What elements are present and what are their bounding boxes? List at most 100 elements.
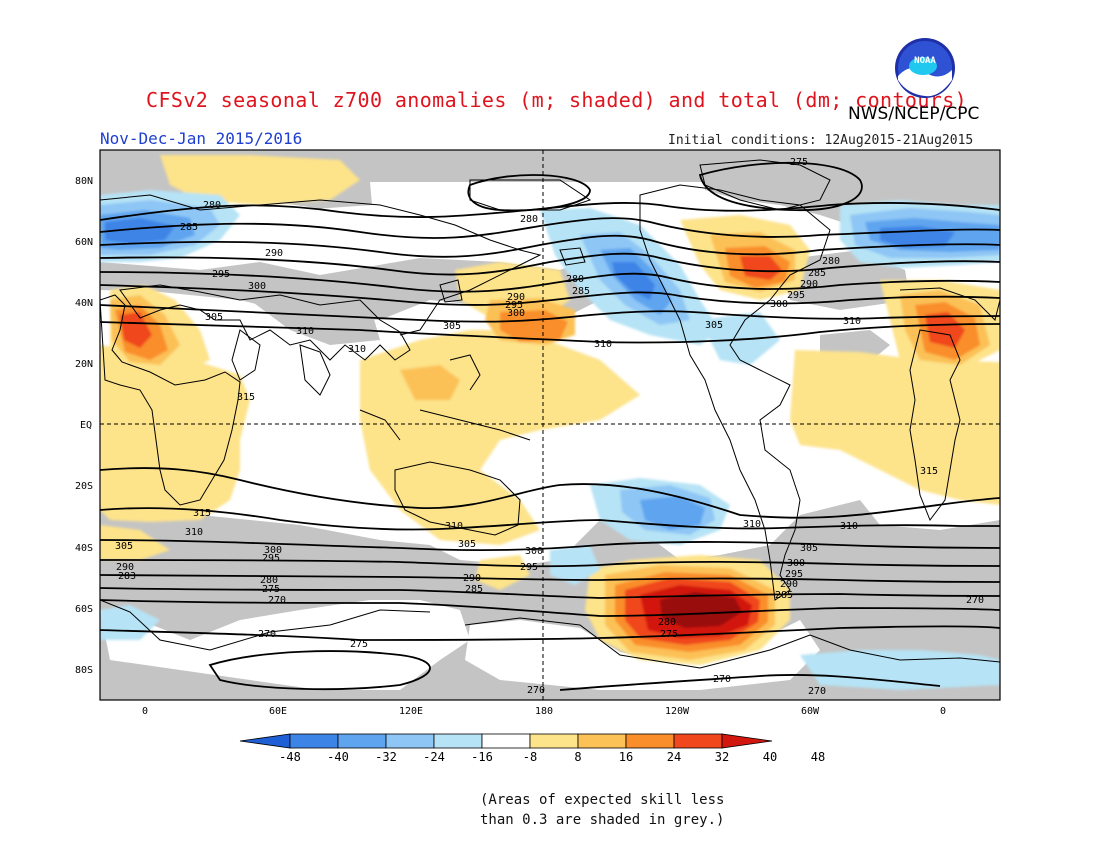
colorbar-tick-label: 40 xyxy=(763,750,777,764)
colorbar-tick-label: -32 xyxy=(375,750,397,764)
agency-label: NWS/NCEP/CPC xyxy=(848,104,980,124)
colorbar-swatch xyxy=(289,733,339,749)
lon-label: 0 xyxy=(940,706,946,717)
colorbar-tick-label: -24 xyxy=(423,750,445,764)
svg-text:305: 305 xyxy=(458,539,476,550)
svg-text:NOAA: NOAA xyxy=(914,56,936,66)
svg-text:310: 310 xyxy=(843,316,861,327)
svg-text:270: 270 xyxy=(808,686,826,697)
svg-text:290: 290 xyxy=(800,279,818,290)
colorbar-tick-label: -16 xyxy=(471,750,493,764)
map-frame xyxy=(99,149,1001,701)
lon-label: 60W xyxy=(801,706,820,717)
lon-label: 180 xyxy=(535,706,553,717)
svg-text:270: 270 xyxy=(268,595,286,606)
noaa-logo-icon: NOAA xyxy=(895,38,955,98)
svg-text:295: 295 xyxy=(785,569,803,580)
colorbar-arrow-right xyxy=(721,733,773,749)
svg-text:270: 270 xyxy=(258,629,276,640)
colorbar-legend: -48 -40 -32 -24 -16 -8 8 16 24 32 40 48 xyxy=(239,733,825,764)
svg-text:305: 305 xyxy=(443,321,461,332)
svg-text:310: 310 xyxy=(185,527,203,538)
svg-text:310: 310 xyxy=(743,519,761,530)
svg-text:270: 270 xyxy=(966,595,984,606)
lon-label: 60E xyxy=(269,706,287,717)
svg-text:280: 280 xyxy=(658,617,676,628)
svg-text:285: 285 xyxy=(775,590,793,601)
svg-text:285: 285 xyxy=(465,584,483,595)
colorbar-swatch xyxy=(625,733,675,749)
svg-text:315: 315 xyxy=(920,466,938,477)
svg-text:285: 285 xyxy=(808,268,826,279)
svg-text:283: 283 xyxy=(118,571,136,582)
colorbar-tick-label: 32 xyxy=(715,750,729,764)
lon-axis-labels: 0 60E 120E 180 120W 60W 0 xyxy=(142,706,946,717)
svg-text:295: 295 xyxy=(262,553,280,564)
svg-text:300: 300 xyxy=(525,546,543,557)
svg-text:305: 305 xyxy=(205,312,223,323)
colorbar-tick-label: 24 xyxy=(667,750,681,764)
svg-text:310: 310 xyxy=(594,339,612,350)
lat-label: EQ xyxy=(80,420,92,431)
season-label: Nov-Dec-Jan 2015/2016 xyxy=(100,129,303,148)
svg-text:305: 305 xyxy=(705,320,723,331)
svg-text:275: 275 xyxy=(790,157,808,168)
svg-text:295: 295 xyxy=(520,562,538,573)
svg-text:300: 300 xyxy=(248,281,266,292)
lat-label: 80S xyxy=(75,665,93,676)
svg-text:275: 275 xyxy=(660,629,678,640)
svg-text:290: 290 xyxy=(507,292,525,303)
svg-text:280: 280 xyxy=(203,200,221,211)
lat-label: 20N xyxy=(75,359,93,370)
lat-label: 40S xyxy=(75,543,93,554)
svg-text:310: 310 xyxy=(296,326,314,337)
chart-title: CFSv2 seasonal z700 anomalies (m; shaded… xyxy=(146,88,968,112)
colorbar-swatch xyxy=(337,733,387,749)
colorbar-swatch xyxy=(385,733,435,749)
colorbar-swatch xyxy=(529,733,579,749)
svg-text:270: 270 xyxy=(713,674,731,685)
svg-text:310: 310 xyxy=(445,521,463,532)
lon-label: 120W xyxy=(665,706,690,717)
colorbar-tick-label: 16 xyxy=(619,750,633,764)
svg-text:285: 285 xyxy=(572,286,590,297)
lon-label: 0 xyxy=(142,706,148,717)
lat-label: 40N xyxy=(75,298,93,309)
lat-label: 60N xyxy=(75,237,93,248)
svg-text:275: 275 xyxy=(350,639,368,650)
svg-text:290: 290 xyxy=(780,579,798,590)
lat-axis-labels: 80N 60N 40N 20N EQ 20S 40S 60S 80S xyxy=(75,176,93,676)
svg-text:280: 280 xyxy=(822,256,840,267)
svg-text:315: 315 xyxy=(237,392,255,403)
initial-conditions-label: Initial conditions: 12Aug2015-21Aug2015 xyxy=(668,133,974,148)
lat-label: 80N xyxy=(75,176,93,187)
svg-text:305: 305 xyxy=(800,543,818,554)
svg-text:300: 300 xyxy=(787,558,805,569)
svg-text:310: 310 xyxy=(348,344,366,355)
colorbar-tick-label: 48 xyxy=(811,750,825,764)
svg-text:295: 295 xyxy=(212,269,230,280)
svg-text:275: 275 xyxy=(262,584,280,595)
svg-text:300: 300 xyxy=(507,308,525,319)
svg-text:290: 290 xyxy=(116,562,134,573)
svg-text:290: 290 xyxy=(265,248,283,259)
colorbar-tick-label: -48 xyxy=(279,750,301,764)
svg-text:305: 305 xyxy=(115,541,133,552)
colorbar-tick-label: 8 xyxy=(574,750,581,764)
lat-label: 20S xyxy=(75,481,93,492)
svg-text:270: 270 xyxy=(527,685,545,696)
svg-text:295: 295 xyxy=(505,300,523,311)
colorbar-tick-label: -40 xyxy=(327,750,349,764)
svg-text:300: 300 xyxy=(264,545,282,556)
colorbar-arrow-left xyxy=(239,733,291,749)
svg-text:315: 315 xyxy=(193,508,211,519)
colorbar-swatch xyxy=(481,733,531,749)
svg-text:280: 280 xyxy=(260,575,278,586)
svg-text:310: 310 xyxy=(840,521,858,532)
svg-text:285: 285 xyxy=(180,222,198,233)
lon-label: 120E xyxy=(399,706,423,717)
svg-text:295: 295 xyxy=(787,290,805,301)
skill-note: (Areas of expected skill less than 0.3 a… xyxy=(480,792,725,828)
